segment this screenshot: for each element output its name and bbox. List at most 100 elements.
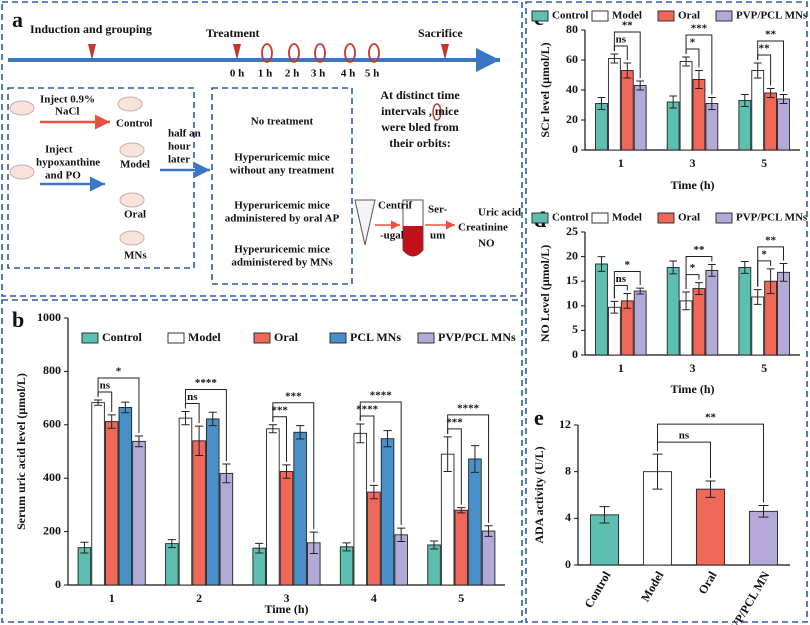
bracket xyxy=(685,274,700,290)
y-tick-label: 5 xyxy=(572,322,578,336)
error-bar xyxy=(369,484,378,500)
legend-swatch xyxy=(531,10,549,22)
error-bar xyxy=(342,542,351,552)
error-bar xyxy=(707,97,716,110)
error-bar xyxy=(167,539,176,549)
step-text: -ugal xyxy=(380,230,404,242)
panel-label: e xyxy=(534,405,544,430)
error-bar xyxy=(705,480,716,498)
x-tick-label: 3 xyxy=(690,156,696,170)
time-label: 4 h xyxy=(341,68,355,80)
time-label: 0 h xyxy=(230,68,244,80)
tube-serum xyxy=(403,226,423,256)
significance: * xyxy=(625,259,631,271)
error-bar xyxy=(669,95,678,109)
legend-label: PVP/PCL MNs xyxy=(736,10,808,22)
treatment-text: Hyperuricemic mice xyxy=(234,244,330,256)
error-bar xyxy=(309,531,318,554)
x-tick-label: 5 xyxy=(761,361,767,375)
time-label: 2 h xyxy=(285,68,299,80)
marker xyxy=(441,44,449,60)
bar xyxy=(738,100,752,151)
x-axis-label: Time (h) xyxy=(670,382,714,396)
y-tick-label: 40 xyxy=(566,82,578,96)
legend-label: PVP/PCL MNs xyxy=(736,212,808,224)
legend-swatch xyxy=(591,10,609,22)
significance: ns xyxy=(679,430,690,442)
bar xyxy=(165,543,179,586)
x-tick-label: PVP/PCL MN xyxy=(724,569,773,625)
bar xyxy=(339,546,354,586)
error-bar xyxy=(766,268,775,294)
bar xyxy=(633,85,647,151)
marker xyxy=(233,44,241,60)
significance: ns xyxy=(187,391,198,403)
y-tick-label: 8 xyxy=(565,463,571,477)
y-axis-label: Serum uric acid level (μmol/L) xyxy=(14,373,28,530)
bracket xyxy=(685,34,713,95)
x-tick-label: Model xyxy=(638,568,667,604)
bar xyxy=(394,534,408,586)
bar xyxy=(620,70,634,151)
step-text: later xyxy=(168,154,190,166)
y-tick-label: 25 xyxy=(566,224,578,238)
y-tick-label: 20 xyxy=(566,112,578,126)
error-bar xyxy=(457,507,466,514)
y-tick-label: 10 xyxy=(566,298,578,312)
treatment-text: Hyperuricemic mice xyxy=(234,152,330,164)
bar xyxy=(266,428,280,586)
mouse xyxy=(119,192,145,208)
treatment-text: administered by MNs xyxy=(231,257,333,269)
analyte: NO xyxy=(478,238,495,250)
error-bar xyxy=(80,541,89,554)
significance: **** xyxy=(370,390,393,402)
bar xyxy=(118,406,133,586)
legend-label: Oral xyxy=(274,330,299,344)
x-tick-label: 1 xyxy=(618,361,624,375)
error-bar xyxy=(222,463,231,484)
legend-swatch xyxy=(715,212,733,224)
significance: ns xyxy=(616,34,627,46)
sampling-text: At distinct time xyxy=(380,88,460,102)
bar xyxy=(679,61,693,151)
error-bar xyxy=(682,291,690,311)
error-bar xyxy=(208,411,217,427)
legend-swatch xyxy=(167,332,185,344)
bar xyxy=(353,432,368,586)
bar xyxy=(607,58,621,151)
x-tick-label: 2 xyxy=(196,591,202,605)
significance: **** xyxy=(356,404,379,416)
error-bar xyxy=(93,399,103,406)
x-tick-label: 5 xyxy=(458,591,464,605)
error-bar xyxy=(740,261,749,274)
significance: **** xyxy=(195,377,218,389)
legend-label: Oral xyxy=(678,212,700,224)
x-tick-label: 3 xyxy=(690,361,696,375)
legend-label: PVP/PCL MNs xyxy=(438,330,516,344)
x-tick-label: 4 xyxy=(371,591,377,605)
significance: * xyxy=(761,248,767,260)
bar xyxy=(666,101,680,151)
analyte: Uric acid xyxy=(478,207,521,219)
error-bar xyxy=(429,540,439,550)
sampling-text: were bled from xyxy=(381,120,459,134)
y-axis-label: NO Level (μmol/L) xyxy=(538,245,552,342)
bar xyxy=(481,530,496,586)
error-bar xyxy=(121,401,130,414)
legend-swatch xyxy=(591,212,609,224)
error-bar xyxy=(707,263,716,277)
significance: ** xyxy=(705,412,717,424)
bar xyxy=(380,438,395,586)
bar xyxy=(777,98,790,151)
bar xyxy=(595,263,608,356)
x-axis-label: Time (h) xyxy=(670,178,714,192)
panel-label: a xyxy=(12,7,23,32)
bar xyxy=(764,92,778,151)
error-bar xyxy=(623,293,632,309)
bracket xyxy=(613,271,641,299)
significance: ** xyxy=(622,20,634,32)
error-bar xyxy=(181,410,190,426)
marker xyxy=(368,43,380,63)
bar xyxy=(91,402,105,586)
